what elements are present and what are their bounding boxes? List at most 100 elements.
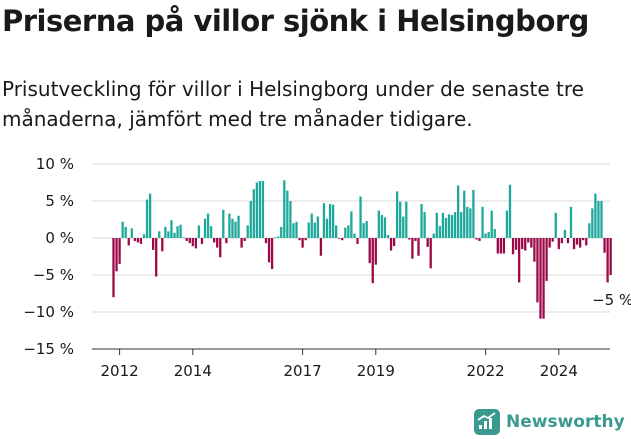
bar <box>155 238 158 277</box>
y-tick-label: −15 % <box>23 340 74 358</box>
bar <box>585 238 588 246</box>
bar <box>158 231 161 238</box>
bar <box>536 238 539 303</box>
bar <box>203 218 207 238</box>
bar <box>222 209 225 238</box>
x-tick-label: 2014 <box>174 362 212 380</box>
bar <box>566 238 570 244</box>
bar <box>121 221 124 238</box>
bar <box>511 238 515 255</box>
bar <box>356 238 359 244</box>
bar <box>432 233 435 238</box>
bar <box>209 226 213 238</box>
bar <box>161 238 164 252</box>
bar <box>298 238 301 241</box>
bar <box>457 185 460 238</box>
bar <box>539 238 542 319</box>
y-tick-label: 0 % <box>45 229 74 247</box>
bar <box>463 190 466 238</box>
bar <box>389 238 393 251</box>
bar <box>344 227 347 238</box>
bar <box>399 201 402 238</box>
bar <box>246 225 249 238</box>
bar <box>322 203 326 238</box>
bar <box>167 231 170 238</box>
bar <box>127 238 130 246</box>
bar <box>267 238 271 263</box>
bar <box>417 238 420 256</box>
bar <box>563 229 567 238</box>
bar <box>606 238 609 283</box>
bar <box>548 238 551 248</box>
bar <box>469 208 472 238</box>
bar <box>350 211 353 238</box>
bar <box>307 222 310 238</box>
bar <box>274 237 277 238</box>
bar <box>206 213 210 238</box>
bar <box>603 238 606 253</box>
bar <box>502 238 506 254</box>
bar <box>441 212 445 238</box>
bar <box>508 184 512 238</box>
bar <box>261 181 265 238</box>
bar <box>243 238 246 241</box>
bar <box>136 238 140 243</box>
bar <box>240 238 243 248</box>
bar <box>115 238 118 272</box>
bar <box>347 225 350 238</box>
bar <box>313 222 316 238</box>
bars <box>112 180 612 319</box>
bar <box>414 238 417 241</box>
y-tick-label: −5 % <box>33 266 74 284</box>
bar <box>408 238 411 240</box>
bar <box>429 238 432 269</box>
bar <box>185 238 188 241</box>
bar <box>237 215 240 238</box>
y-tick-label: 10 % <box>36 155 74 173</box>
bar <box>533 238 536 262</box>
bar <box>447 214 451 238</box>
bar <box>179 224 182 238</box>
bar <box>139 238 143 244</box>
bar <box>490 210 493 238</box>
bar <box>405 201 408 238</box>
bar <box>392 238 396 247</box>
bar <box>130 228 133 238</box>
bar <box>328 203 332 238</box>
y-tick-label: 5 % <box>45 192 74 210</box>
y-axis-labels: 10 % 5 % 0 % −5 % −10 % −15 % <box>23 155 74 358</box>
bar <box>524 238 527 251</box>
bar <box>228 213 231 238</box>
bar <box>197 225 201 238</box>
x-tick-label: 2019 <box>357 362 395 380</box>
brand-logo[interactable]: Newsworthy <box>474 406 625 438</box>
bar <box>170 220 173 238</box>
x-tick-label: 2017 <box>284 362 322 380</box>
bar <box>472 189 475 238</box>
bar <box>234 221 237 238</box>
bar <box>478 238 481 241</box>
bar <box>331 204 335 238</box>
bar <box>270 238 274 270</box>
bar <box>148 193 152 238</box>
bar <box>569 206 573 238</box>
bar <box>386 235 390 238</box>
bar <box>368 238 371 264</box>
newsworthy-logo-icon <box>474 409 500 435</box>
bar <box>289 201 292 238</box>
bar <box>118 238 121 264</box>
bar <box>460 212 463 238</box>
bar <box>295 221 298 238</box>
bar <box>304 238 307 241</box>
bar <box>338 238 341 239</box>
bar <box>396 191 399 238</box>
bar <box>560 238 563 244</box>
gridlines <box>92 163 610 350</box>
chart-subtitle: Prisutveckling för villor i Helsingborg … <box>2 77 584 131</box>
bar <box>142 234 146 238</box>
bar <box>582 238 585 241</box>
bar <box>484 233 487 238</box>
bar <box>124 226 127 238</box>
bar <box>572 238 576 250</box>
